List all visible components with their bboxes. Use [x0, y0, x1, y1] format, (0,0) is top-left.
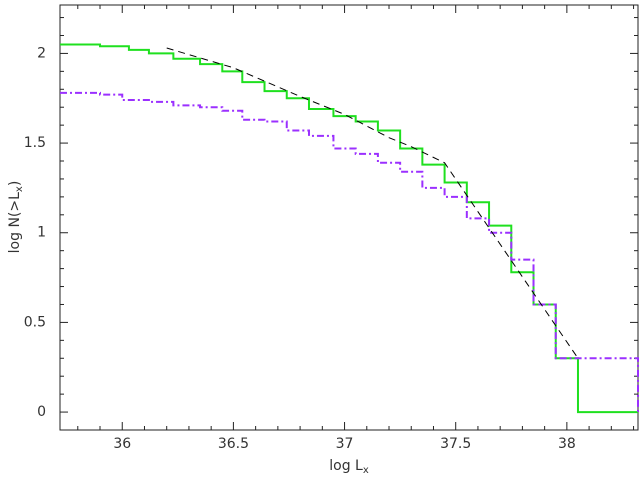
- y-tick-label: 0: [37, 404, 46, 420]
- y-tick-label: 1: [37, 225, 46, 241]
- series-line: [60, 43, 638, 414]
- y-label-sub: x: [14, 186, 25, 192]
- x-label-text: log L: [329, 458, 363, 474]
- x-tick-label: 36: [113, 436, 131, 452]
- y-label-text: log N(>L: [7, 192, 23, 253]
- x-tick-label: 38: [558, 436, 576, 452]
- y-label-suffix: ): [7, 181, 23, 186]
- plot-frame: [59, 4, 639, 431]
- series-line: [60, 91, 639, 413]
- x-label-sub: x: [363, 465, 369, 476]
- y-tick-label: 2: [37, 45, 46, 61]
- x-tick-label: 36.5: [218, 436, 249, 452]
- y-axis-label: log N(>Lx): [7, 181, 25, 254]
- x-axis-label: log Lx: [329, 458, 369, 476]
- x-tick-label: 37.5: [440, 436, 471, 452]
- y-tick-label: 0.5: [24, 314, 46, 330]
- x-tick-label: 37: [336, 436, 354, 452]
- series-line: [166, 47, 579, 359]
- y-tick-label: 1.5: [24, 135, 46, 151]
